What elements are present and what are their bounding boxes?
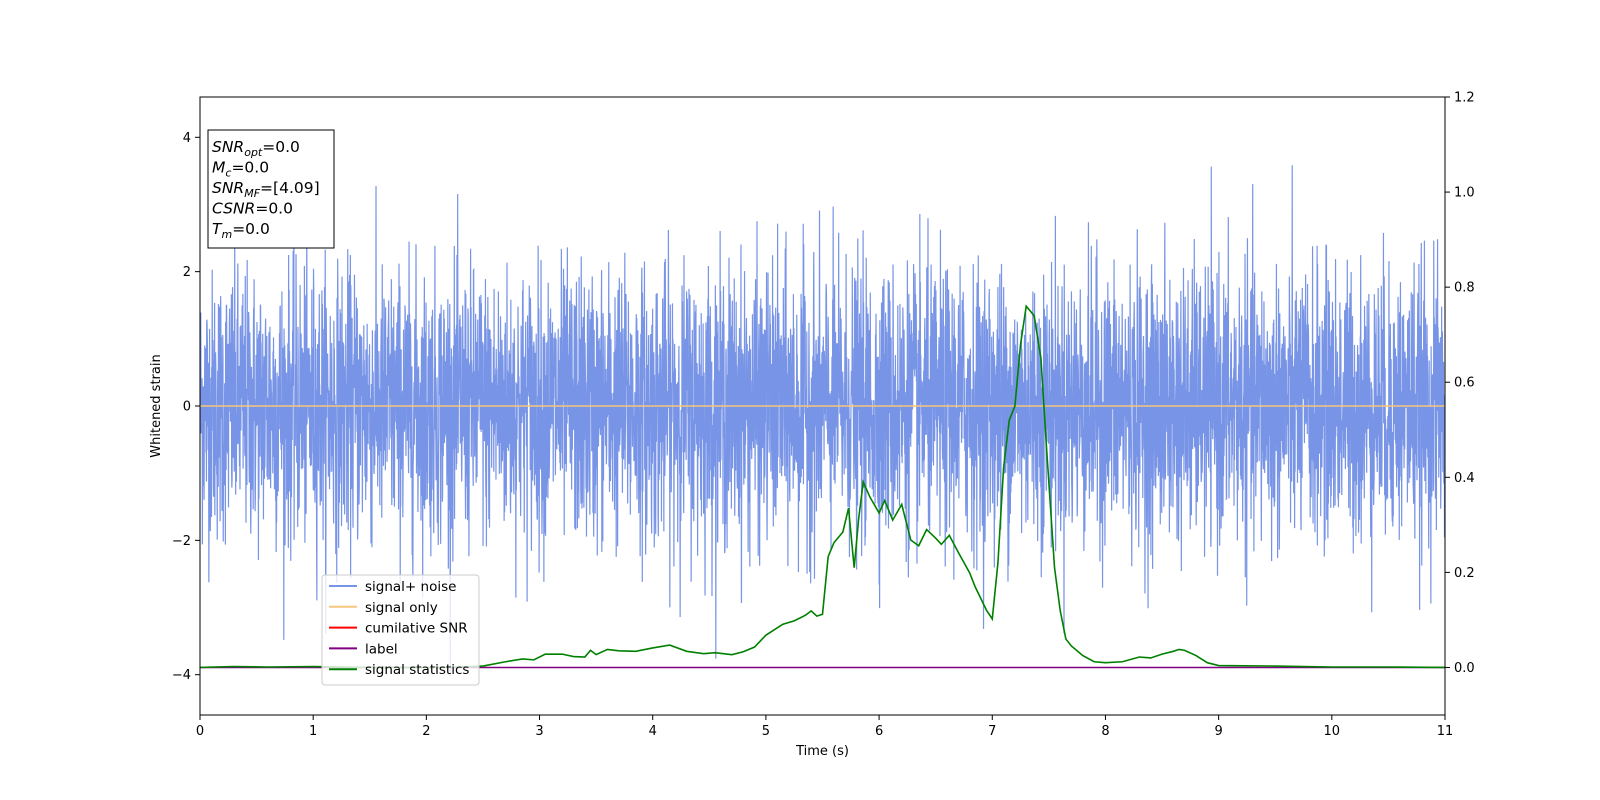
info-line: SNRopt=0.0 bbox=[212, 138, 300, 159]
x-tick-label: 6 bbox=[875, 724, 883, 739]
info-line: Tm=0.0 bbox=[212, 220, 270, 241]
info-symbol: SNR bbox=[212, 179, 244, 197]
legend-frame bbox=[321, 574, 480, 686]
info-value: =0.0 bbox=[231, 159, 269, 177]
y-tick-label: 0 bbox=[183, 400, 191, 415]
x-tick-label: 9 bbox=[1214, 724, 1222, 739]
axes: 0 1 2 3 4 5 6 7 8 9 10 11 4 2 0 −2 −4 1.2 1.0 0.8 0.6 0.4 0.2 0… bbox=[149, 91, 1475, 760]
y-tick-label: −2 bbox=[172, 534, 191, 549]
info-subscript: MF bbox=[244, 187, 260, 200]
y2-tick-label: 0.8 bbox=[1454, 281, 1475, 296]
info-symbol: CSNR bbox=[212, 200, 255, 218]
series-signal-noise-line bbox=[200, 165, 1445, 677]
y2-tick-label: 0.6 bbox=[1454, 376, 1475, 391]
x-tick-label: 11 bbox=[1437, 724, 1454, 739]
x-tick-label: 0 bbox=[196, 724, 204, 739]
y2-tick-label: 1.0 bbox=[1454, 186, 1475, 201]
info-symbol: M bbox=[212, 159, 225, 177]
legend-label: signal+ noise bbox=[365, 579, 456, 595]
y-tick-label: 2 bbox=[183, 265, 191, 280]
y-tick-label: 4 bbox=[183, 131, 191, 146]
y2-tick-label: 0.0 bbox=[1454, 661, 1475, 676]
info-line: CSNR=0.0 bbox=[212, 200, 293, 218]
y-tick-label: −4 bbox=[172, 668, 191, 683]
info-line: SNRMF=[4.09] bbox=[212, 179, 320, 200]
y2-tick-label: 0.4 bbox=[1454, 471, 1475, 486]
y-axis-label: Whitened strain bbox=[149, 354, 164, 457]
info-box: SNRopt=0.0Mc=0.0SNRMF=[4.09]CSNR=0.0Tm=0… bbox=[207, 129, 335, 249]
x-tick-label: 1 bbox=[309, 724, 317, 739]
x-tick-label: 3 bbox=[535, 724, 543, 739]
legend: signal+ noise signal only cumilative SNR la… bbox=[321, 574, 480, 686]
info-subscript: m bbox=[221, 228, 232, 241]
info-symbol: SNR bbox=[212, 138, 244, 156]
y2-tick-label: 0.2 bbox=[1454, 566, 1475, 581]
x-tick-label: 8 bbox=[1101, 724, 1109, 739]
x-tick-label: 4 bbox=[649, 724, 657, 739]
x-axis-label: Time (s) bbox=[795, 744, 849, 759]
x-tick-label: 5 bbox=[762, 724, 770, 739]
legend-label: label bbox=[365, 641, 398, 657]
info-symbol: T bbox=[212, 220, 223, 238]
legend-label: cumilative SNR bbox=[365, 621, 468, 637]
x-tick-label: 10 bbox=[1324, 724, 1341, 739]
info-line: Mc=0.0 bbox=[212, 159, 269, 180]
info-subscript: opt bbox=[244, 146, 263, 159]
x-tick-label: 2 bbox=[422, 724, 430, 739]
info-value: =0.0 bbox=[232, 220, 270, 238]
legend-label: signal only bbox=[365, 600, 438, 616]
x-tick-label: 7 bbox=[988, 724, 996, 739]
info-box-frame bbox=[207, 129, 335, 249]
info-value: =0.0 bbox=[255, 200, 293, 218]
info-value: =[4.09] bbox=[260, 179, 320, 197]
info-subscript: c bbox=[225, 167, 231, 180]
info-value: =0.0 bbox=[262, 138, 300, 156]
y2-tick-label: 1.2 bbox=[1454, 91, 1475, 106]
series-signal-statistics-line bbox=[200, 304, 1445, 669]
legend-label: signal statistics bbox=[365, 662, 469, 678]
